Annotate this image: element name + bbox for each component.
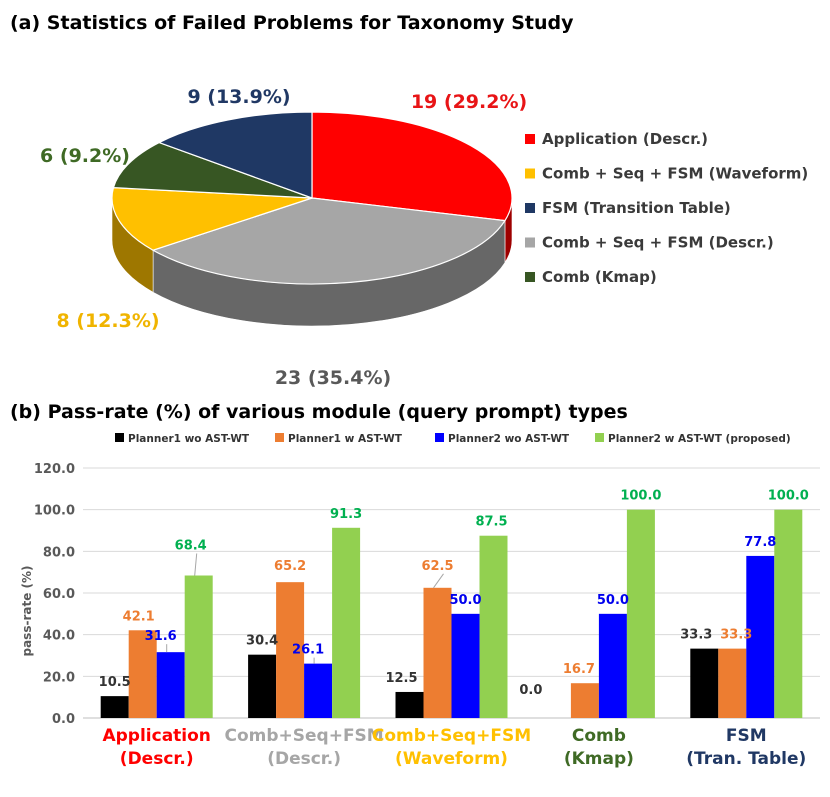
bar-planner1-wo-ast-wt-1	[248, 654, 277, 718]
bar-planner1-w-ast-wt-1	[276, 582, 305, 718]
bar-label-planner1-wo-ast-wt-3: 0.0	[519, 683, 542, 698]
bar-planner2-w-ast-wt-proposed-4	[774, 509, 803, 718]
pie-legend-label-fsm-transition-table: FSM (Transition Table)	[542, 199, 731, 217]
category-label-line2-3: (Kmap)	[564, 749, 634, 769]
bar-planner2-w-ast-wt-proposed-2	[479, 535, 508, 718]
bar-label-planner1-w-ast-wt-3: 16.7	[563, 662, 595, 677]
pie-legend-swatch-comb-seq-fsm-waveform	[525, 168, 535, 179]
bar-label-planner1-w-ast-wt-2: 62.5	[421, 559, 453, 574]
category-label-line2-0: (Descr.)	[120, 749, 194, 769]
bar-legend-label-planner1-wo-ast-wt: Planner1 wo AST-WT	[128, 433, 250, 445]
pie-legend-label-comb-kmap: Comb (Kmap)	[542, 268, 657, 286]
bar-planner1-w-ast-wt-4	[718, 648, 747, 718]
bar-chart: 0.0 20.0 40.0 60.0 80.0 100.0 120.0 pass-rate (…	[20, 462, 820, 769]
bar-legend-swatch-planner1-w-ast-wt	[275, 433, 284, 442]
bar-legend-label-planner1-w-ast-wt: Planner1 w AST-WT	[288, 433, 403, 445]
bar-label-planner1-wo-ast-wt-0: 10.5	[99, 675, 131, 690]
bar-planner2-wo-ast-wt-1	[304, 663, 333, 718]
bar-legend-swatch-planner2-w-ast-wt-proposed	[595, 433, 604, 442]
bar-legend-swatch-planner1-wo-ast-wt	[115, 433, 124, 442]
pie-chart-title: (a) Statistics of Failed Problems for Ta…	[10, 12, 574, 34]
bar-planner2-wo-ast-wt-2	[451, 613, 480, 718]
category-label-line2-1: (Descr.)	[267, 749, 341, 769]
pie-legend-label-comb-seq-fsm-descr: Comb + Seq + FSM (Descr.)	[542, 234, 774, 252]
pie-legend-swatch-fsm-transition-table	[525, 203, 535, 213]
bar-label-planner2-wo-ast-wt-4: 77.8	[744, 535, 776, 550]
pie-slice-comb-kmap	[112, 141, 313, 199]
bar-label-planner1-w-ast-wt-1: 65.2	[274, 559, 306, 574]
bar-legend-label-planner2-w-ast-wt-proposed: Planner2 w AST-WT (proposed)	[608, 433, 791, 445]
bar-planner1-wo-ast-wt-4	[690, 648, 719, 718]
category-label-line1-2: Comb+Seq+FSM	[372, 726, 531, 746]
pie-label-application-descr: 19 (29.2%)	[411, 91, 527, 113]
y-tick-label: 60.0	[43, 587, 75, 602]
category-label-line1-4: FSM	[726, 726, 767, 746]
pie-legend: Application (Descr.) Comb + Seq + FSM (Wa…	[525, 130, 808, 286]
bar-label-planner2-w-ast-wt-proposed-4: 100.0	[768, 489, 809, 504]
bar-label-planner1-wo-ast-wt-1: 30.4	[246, 634, 278, 649]
bar-label-planner2-wo-ast-wt-3: 50.0	[597, 593, 629, 608]
bar-label-planner2-w-ast-wt-proposed-1: 91.3	[330, 507, 362, 522]
bar-planner1-w-ast-wt-0	[128, 630, 157, 718]
bar-planner1-wo-ast-wt-0	[100, 696, 129, 718]
y-tick-label: 100.0	[34, 504, 75, 519]
bar-label-leader	[433, 573, 444, 589]
pie-legend-label-comb-seq-fsm-waveform: Comb + Seq + FSM (Waveform)	[542, 165, 808, 183]
bar-planner2-w-ast-wt-proposed-1	[332, 527, 361, 718]
pie-legend-swatch-comb-seq-fsm-descr	[525, 237, 535, 248]
pie-legend-swatch-application-descr	[525, 134, 535, 144]
bar-planner2-wo-ast-wt-0	[156, 652, 185, 718]
bar-label-planner1-w-ast-wt-0: 42.1	[123, 609, 155, 624]
bar-label-planner2-w-ast-wt-proposed-0: 68.4	[175, 539, 207, 554]
category-label-line2-2: (Waveform)	[395, 749, 508, 769]
category-label-line1-1: Comb+Seq+FSM	[224, 726, 383, 746]
y-axis-label: pass-rate (%)	[20, 565, 34, 656]
bar-chart-title: (b) Pass-rate (%) of various module (que…	[10, 401, 628, 423]
bar-label-planner2-w-ast-wt-proposed-2: 87.5	[475, 515, 507, 530]
bar-label-planner1-w-ast-wt-4: 33.3	[720, 628, 752, 643]
bar-planner2-w-ast-wt-proposed-0	[184, 575, 213, 718]
pie-slice-fsm-transition-table	[157, 111, 313, 199]
bar-planner1-w-ast-wt-3	[570, 683, 599, 718]
bar-planner2-wo-ast-wt-4	[746, 555, 775, 718]
y-tick-label: 40.0	[43, 629, 75, 644]
bar-planner2-w-ast-wt-proposed-3	[626, 509, 655, 718]
pie-chart: 19 (29.2%) 23 (35.4%) 8 (12.3%) 6 (9.2%) 9 (…	[40, 86, 527, 389]
pie-slice-application-descr	[311, 111, 513, 222]
pie-label-comb-seq-fsm-descr: 23 (35.4%)	[275, 367, 391, 389]
bar-label-planner2-wo-ast-wt-2: 50.0	[449, 593, 481, 608]
category-label-line2-4: (Tran. Table)	[686, 749, 806, 769]
bar-label-planner1-wo-ast-wt-2: 12.5	[385, 671, 417, 686]
bar-planner1-w-ast-wt-2	[423, 587, 452, 718]
pie-legend-swatch-comb-kmap	[525, 272, 535, 282]
bar-legend-label-planner2-wo-ast-wt: Planner2 wo AST-WT	[448, 433, 570, 445]
category-label-line1-0: Application	[102, 726, 210, 746]
bar-label-leader	[194, 553, 198, 576]
bar-planner1-wo-ast-wt-2	[395, 691, 424, 718]
y-tick-label: 120.0	[34, 462, 75, 477]
bar-label-planner2-wo-ast-wt-0: 31.6	[145, 629, 177, 644]
bar-label-planner2-wo-ast-wt-1: 26.1	[292, 643, 324, 658]
bar-legend: Planner1 wo AST-WT Planner1 w AST-WT Plann…	[115, 433, 791, 445]
pie-slice-comb-seq-fsm-descr	[151, 197, 506, 285]
bar-label-planner2-w-ast-wt-proposed-3: 100.0	[620, 489, 661, 504]
bar-label-planner1-wo-ast-wt-4: 33.3	[680, 628, 712, 643]
pie-label-fsm-transition-table: 9 (13.9%)	[187, 86, 290, 108]
pie-legend-label-application-descr: Application (Descr.)	[542, 130, 708, 148]
bar-legend-swatch-planner2-wo-ast-wt	[435, 433, 444, 442]
category-label-line1-3: Comb	[572, 726, 626, 746]
pie-label-comb-seq-fsm-waveform: 8 (12.3%)	[56, 310, 159, 332]
y-tick-label: 0.0	[52, 712, 75, 727]
pie-label-comb-kmap: 6 (9.2%)	[40, 145, 130, 167]
y-tick-label: 20.0	[43, 670, 75, 685]
pie-slice-comb-seq-fsm-waveform	[111, 187, 313, 251]
bar-planner2-wo-ast-wt-3	[598, 613, 627, 718]
y-tick-label: 80.0	[43, 545, 75, 560]
